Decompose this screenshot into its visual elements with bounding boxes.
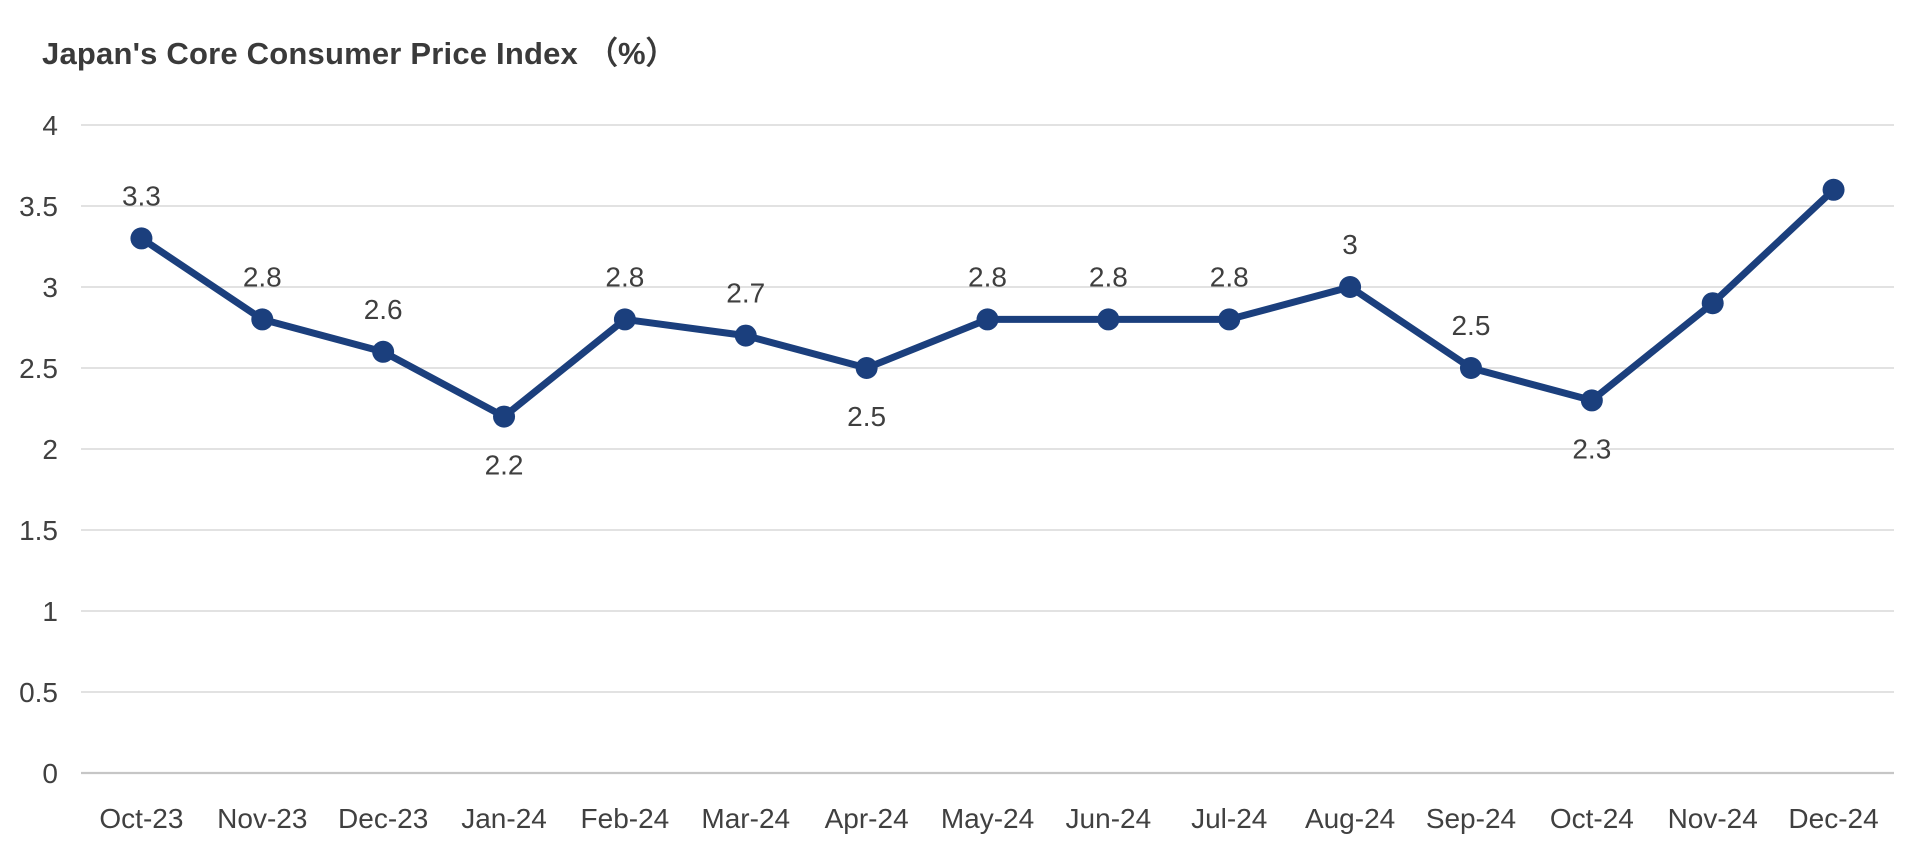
x-axis-tick-label: Jun-24 — [1066, 803, 1152, 834]
x-axis-tick-label: Mar-24 — [701, 803, 790, 834]
data-point-marker — [130, 227, 153, 250]
x-axis-tick-label: May-24 — [941, 803, 1034, 834]
y-axis-tick-label: 0 — [42, 758, 58, 789]
y-axis-tick-label: 2.5 — [19, 353, 58, 384]
data-point-marker — [493, 405, 516, 428]
y-axis-tick-label: 0.5 — [19, 677, 58, 708]
data-point-marker — [734, 324, 757, 347]
x-axis-tick-label: Jul-24 — [1191, 803, 1267, 834]
x-axis-tick-label: Dec-23 — [338, 803, 428, 834]
x-axis-tick-label: Jan-24 — [461, 803, 547, 834]
data-point-marker — [855, 357, 878, 379]
data-point-label: 2.8 — [1210, 261, 1249, 292]
y-axis-tick-label: 3 — [42, 272, 58, 303]
data-point-marker — [372, 340, 395, 363]
data-point-label: 3.3 — [122, 180, 161, 211]
y-axis-tick-label: 4 — [42, 110, 58, 141]
x-axis-tick-label: Sep-24 — [1426, 803, 1516, 834]
data-point-marker — [1580, 389, 1603, 412]
x-axis-tick-label: Oct-23 — [99, 803, 183, 834]
data-point-label: 2.8 — [968, 261, 1007, 292]
chart-title: Japan's Core Consumer Price Index （%） — [42, 36, 677, 71]
y-axis-tick-label: 1 — [42, 596, 58, 627]
data-point-label: 2.5 — [1451, 310, 1490, 341]
x-axis-tick-label: Oct-24 — [1550, 803, 1634, 834]
data-point-marker — [1339, 276, 1362, 298]
data-point-label: 2.7 — [726, 278, 765, 309]
data-point-marker — [1701, 292, 1724, 315]
data-point-label: 2.6 — [364, 294, 403, 325]
x-axis-tick-label: Aug-24 — [1305, 803, 1395, 834]
data-point-marker — [1459, 357, 1482, 379]
data-point-label: 2.3 — [1572, 433, 1611, 464]
data-point-label: 2.5 — [847, 401, 886, 432]
x-axis-tick-label: Nov-24 — [1668, 803, 1758, 834]
x-axis-tick-label: Feb-24 — [581, 803, 670, 834]
data-point-marker — [1097, 308, 1120, 331]
data-point-label: 3 — [1342, 229, 1358, 260]
data-point-marker — [976, 308, 999, 331]
x-axis-tick-label: Nov-23 — [217, 803, 307, 834]
y-axis-tick-label: 1.5 — [19, 515, 58, 546]
data-point-marker — [613, 308, 636, 331]
data-point-marker — [251, 308, 274, 331]
x-axis-tick-label: Dec-24 — [1788, 803, 1878, 834]
data-point-label: 2.2 — [485, 450, 524, 481]
x-axis-tick-label: Apr-24 — [825, 803, 909, 834]
data-point-label: 2.8 — [243, 261, 282, 292]
data-point-label: 2.8 — [605, 261, 644, 292]
y-axis-tick-label: 3.5 — [19, 191, 58, 222]
data-point-label: 2.8 — [1089, 261, 1128, 292]
y-axis-tick-label: 2 — [42, 434, 58, 465]
data-point-marker — [1218, 308, 1241, 331]
data-point-marker — [1822, 178, 1845, 201]
